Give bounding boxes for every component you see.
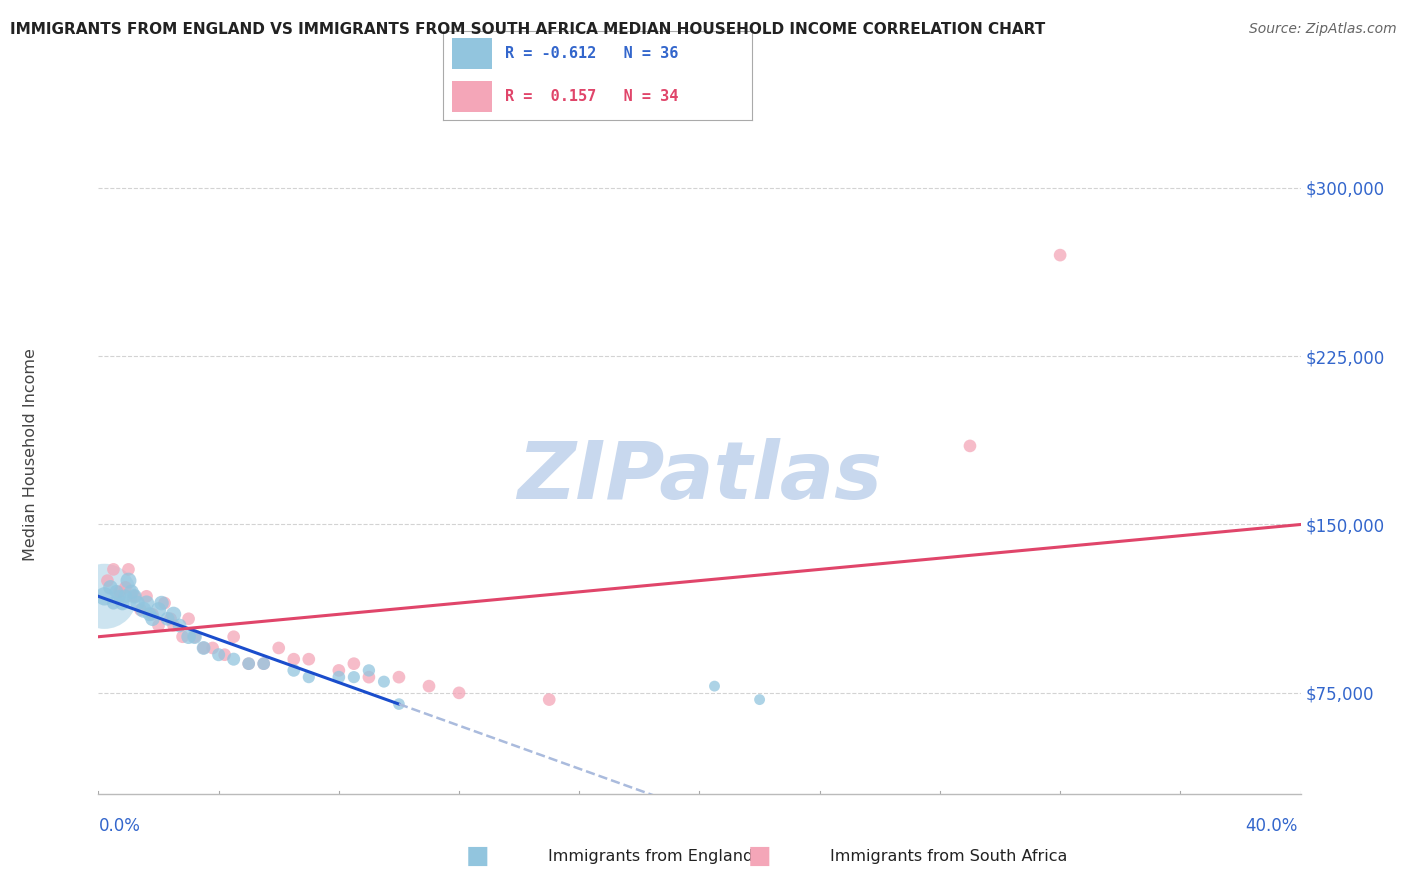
Point (283, 664, 305, 678)
Point (162, 618, 184, 632)
Text: ■: ■ (748, 845, 770, 868)
Point (148, 618, 170, 632)
Point (193, 640, 215, 655)
Point (111, 596, 134, 610)
Point (148, 603, 170, 617)
Text: 0.0%: 0.0% (98, 817, 141, 835)
Point (141, 612, 163, 626)
Point (193, 640, 215, 655)
Point (124, 590, 146, 604)
Point (343, 657, 366, 671)
Text: Immigrants from South Africa: Immigrants from South Africa (830, 849, 1067, 863)
Point (298, 670, 321, 684)
Point (172, 630, 194, 644)
Text: R = -0.612   N = 36: R = -0.612 N = 36 (505, 46, 678, 61)
Point (108, 585, 131, 599)
Text: IMMIGRANTS FROM ENGLAND VS IMMIGRANTS FROM SOUTH AFRICA MEDIAN HOUSEHOLD INCOME : IMMIGRANTS FROM ENGLAND VS IMMIGRANTS FR… (10, 22, 1045, 37)
Point (328, 664, 350, 678)
Point (138, 607, 160, 622)
Point (135, 590, 157, 604)
Text: R =  0.157   N = 34: R = 0.157 N = 34 (505, 89, 678, 103)
Point (177, 612, 200, 626)
Point (388, 670, 411, 684)
Point (238, 657, 260, 671)
Bar (453, 38, 492, 69)
Point (124, 590, 146, 604)
Text: Source: ZipAtlas.com: Source: ZipAtlas.com (1249, 22, 1396, 37)
Point (959, 439, 981, 453)
Point (183, 630, 205, 644)
Point (141, 607, 163, 622)
Point (169, 618, 191, 632)
Point (135, 596, 157, 610)
Point (328, 670, 350, 684)
Point (150, 596, 173, 610)
Point (222, 652, 245, 666)
Point (214, 648, 236, 662)
Point (114, 590, 136, 604)
Point (373, 674, 395, 689)
Bar (453, 81, 492, 112)
Point (183, 630, 205, 644)
Text: ■: ■ (467, 845, 489, 868)
Point (388, 697, 411, 711)
Point (156, 612, 179, 626)
Point (222, 630, 245, 644)
Point (103, 562, 125, 576)
Point (162, 607, 184, 622)
Point (105, 585, 128, 599)
Point (298, 652, 321, 666)
Point (267, 640, 290, 655)
Point (343, 670, 366, 684)
Point (238, 657, 260, 671)
Point (703, 679, 725, 693)
Point (153, 596, 176, 610)
Point (208, 648, 231, 662)
Text: 40.0%: 40.0% (1246, 817, 1298, 835)
Point (117, 574, 139, 588)
Point (159, 612, 181, 626)
Point (538, 692, 561, 706)
Text: ZIPatlas: ZIPatlas (517, 438, 882, 516)
Point (127, 596, 149, 610)
Point (121, 585, 143, 599)
Point (201, 640, 224, 655)
Point (283, 652, 305, 666)
Point (1049, 248, 1071, 262)
Point (253, 657, 276, 671)
Point (114, 580, 136, 594)
Point (748, 692, 770, 706)
Text: Median Household Income: Median Household Income (24, 349, 38, 561)
Point (132, 603, 155, 617)
Point (357, 664, 380, 678)
Point (93, 590, 115, 604)
Text: Immigrants from England: Immigrants from England (548, 849, 754, 863)
Point (100, 580, 122, 594)
Point (357, 670, 380, 684)
Point (103, 596, 125, 610)
Point (108, 590, 131, 604)
Point (253, 657, 276, 671)
Point (96, 574, 118, 588)
Point (93, 590, 115, 604)
Point (418, 679, 440, 693)
Point (177, 630, 200, 644)
Point (447, 686, 470, 700)
Point (117, 562, 139, 576)
Point (129, 603, 152, 617)
